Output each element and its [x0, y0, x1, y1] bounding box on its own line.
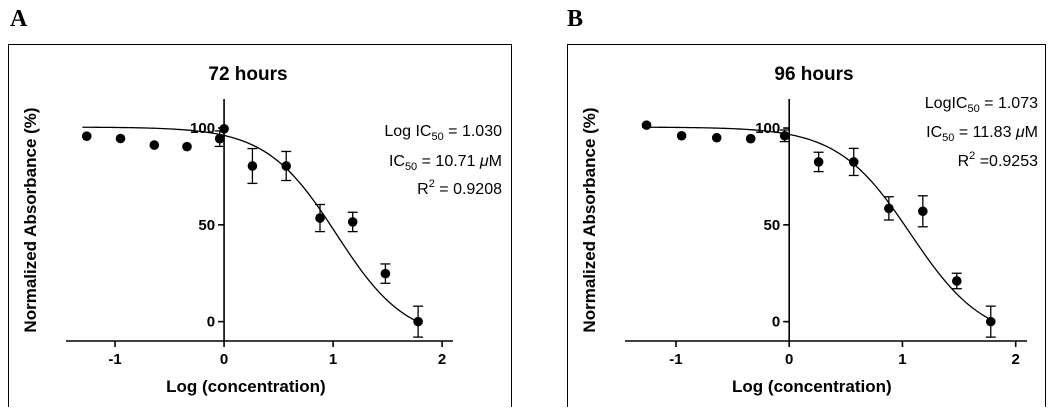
x-axis-label: Log (concentration) — [732, 377, 892, 396]
ic50-subscript: 50 — [942, 132, 954, 144]
data-point — [779, 130, 790, 141]
x-tick-label: 2 — [1012, 351, 1020, 368]
data-point — [219, 124, 229, 134]
data-point — [149, 140, 160, 150]
annotation-ic50: IC50 = 11.83 μM — [926, 124, 1038, 144]
annotation-ic50: IC50 = 10.71 μM — [389, 153, 502, 173]
data-point — [813, 157, 824, 167]
ic50-unit: M — [1025, 124, 1038, 141]
data-point — [985, 316, 996, 327]
data-point — [247, 161, 258, 171]
r-squared-superscript: 2 — [969, 150, 975, 162]
x-tick-label: 1 — [329, 351, 337, 368]
data-point — [380, 268, 391, 279]
x-tick-label: 1 — [898, 351, 906, 368]
y-tick-label: 100 — [755, 120, 780, 137]
ic50-unit: M — [489, 153, 502, 170]
log-ic50-subscript: 50 — [431, 131, 443, 143]
data-point — [281, 161, 292, 171]
chart-frame — [567, 44, 1046, 407]
ic50-mu: μ — [1015, 124, 1025, 141]
ic50-value: = 11.83 — [954, 124, 1016, 141]
data-point — [884, 203, 894, 214]
data-point — [81, 131, 92, 141]
data-point — [413, 316, 423, 327]
r-squared-value: = 0.9208 — [435, 181, 502, 198]
x-tick-label: 0 — [220, 351, 228, 368]
ic50-label: IC — [926, 124, 942, 141]
r-squared-label: R — [417, 181, 429, 198]
y-tick-label: 50 — [764, 217, 781, 234]
ic50-value: = 10.71 — [417, 153, 480, 170]
y-axis-label: Normalized Absorbance (%) — [580, 107, 599, 332]
chart-72-hours: 72 hours -1 0 1 2 0 50 100 Log (concentration) No… — [8, 44, 512, 407]
ic50-subscript: 50 — [405, 161, 417, 173]
data-point — [347, 217, 358, 227]
ic50-label: IC — [389, 153, 405, 170]
y-tick-label: 100 — [190, 120, 215, 137]
panel-letter-b: B — [567, 6, 584, 32]
data-point — [951, 276, 962, 286]
log-ic50-subscript: 50 — [967, 103, 979, 115]
data-point — [676, 130, 687, 141]
ic50-mu: μ — [479, 153, 489, 170]
data-point — [641, 120, 652, 130]
log-ic50-label: Log IC — [384, 123, 431, 140]
chart-title: 96 hours — [774, 64, 853, 85]
r-squared-superscript: 2 — [429, 178, 435, 190]
y-axis-label: Normalized Absorbance (%) — [21, 107, 40, 332]
annotation-r-squared: R2 = 0.9208 — [417, 178, 502, 198]
data-point — [315, 213, 325, 223]
log-ic50-label: LogIC — [925, 95, 968, 112]
annotation-log-ic50: Log IC50 = 1.030 — [384, 123, 502, 143]
fit-curve — [82, 126, 419, 323]
y-tick-label: 0 — [207, 314, 215, 331]
panel-letter-a: A — [10, 6, 28, 32]
data-point — [115, 133, 126, 144]
x-tick-label: -1 — [669, 351, 682, 368]
data-point — [918, 206, 928, 217]
x-tick-label: 2 — [438, 351, 446, 368]
data-point — [745, 133, 756, 144]
fit-curve — [641, 126, 992, 321]
chart-frame — [8, 44, 512, 407]
x-axis-label: Log (concentration) — [166, 377, 326, 396]
x-tick-label: 0 — [785, 351, 793, 368]
data-point — [848, 157, 859, 167]
x-tick-label: -1 — [108, 351, 121, 368]
r-squared-label: R — [958, 153, 970, 170]
data-point — [182, 141, 192, 152]
r-squared-value: =0.9253 — [975, 153, 1038, 170]
log-ic50-value: = 1.030 — [444, 123, 502, 140]
data-point — [711, 132, 722, 143]
y-tick-label: 50 — [198, 217, 215, 234]
annotation-log-ic50: LogIC50 = 1.073 — [925, 95, 1038, 115]
annotation-r-squared: R2 =0.9253 — [958, 150, 1039, 170]
data-point — [214, 133, 225, 144]
chart-96-hours: 96 hours -1 0 1 2 0 50 100 Log (concentration) No… — [567, 44, 1046, 407]
y-tick-label: 0 — [772, 314, 780, 331]
log-ic50-value: = 1.073 — [980, 95, 1038, 112]
chart-title: 72 hours — [208, 64, 287, 85]
